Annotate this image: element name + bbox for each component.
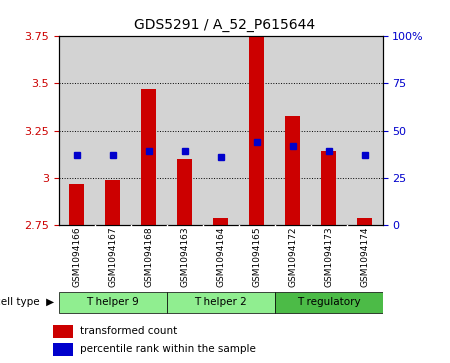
- Text: GSM1094174: GSM1094174: [360, 227, 369, 287]
- FancyBboxPatch shape: [53, 343, 73, 356]
- Text: T helper 9: T helper 9: [86, 297, 139, 307]
- Bar: [69, 184, 84, 225]
- Text: percentile rank within the sample: percentile rank within the sample: [80, 344, 256, 354]
- Text: GSM1094164: GSM1094164: [216, 227, 225, 287]
- Bar: [321, 151, 336, 225]
- Text: GSM1094163: GSM1094163: [180, 227, 189, 287]
- Bar: [202, 36, 238, 225]
- Bar: [310, 36, 346, 225]
- Bar: [130, 36, 166, 225]
- Bar: [238, 36, 274, 225]
- Bar: [274, 36, 310, 225]
- Bar: [213, 217, 228, 225]
- FancyBboxPatch shape: [53, 325, 73, 338]
- Text: GSM1094168: GSM1094168: [144, 227, 153, 287]
- Text: GSM1094165: GSM1094165: [252, 227, 261, 287]
- Bar: [285, 115, 300, 225]
- Text: GSM1094172: GSM1094172: [288, 227, 297, 287]
- Text: cell type  ▶: cell type ▶: [0, 297, 54, 307]
- Bar: [177, 159, 192, 225]
- FancyBboxPatch shape: [166, 291, 274, 313]
- FancyBboxPatch shape: [274, 291, 382, 313]
- Bar: [141, 89, 156, 225]
- FancyBboxPatch shape: [58, 291, 166, 313]
- Bar: [346, 36, 382, 225]
- Bar: [58, 36, 94, 225]
- Bar: [105, 180, 120, 225]
- Text: transformed count: transformed count: [80, 326, 178, 336]
- Text: GSM1094167: GSM1094167: [108, 227, 117, 287]
- Text: T helper 2: T helper 2: [194, 297, 247, 307]
- Text: GSM1094173: GSM1094173: [324, 227, 333, 287]
- Bar: [94, 36, 130, 225]
- Bar: [166, 36, 202, 225]
- Text: GDS5291 / A_52_P615644: GDS5291 / A_52_P615644: [135, 19, 315, 32]
- Text: GSM1094166: GSM1094166: [72, 227, 81, 287]
- Text: T regulatory: T regulatory: [297, 297, 360, 307]
- Bar: [249, 36, 264, 225]
- Bar: [357, 217, 372, 225]
